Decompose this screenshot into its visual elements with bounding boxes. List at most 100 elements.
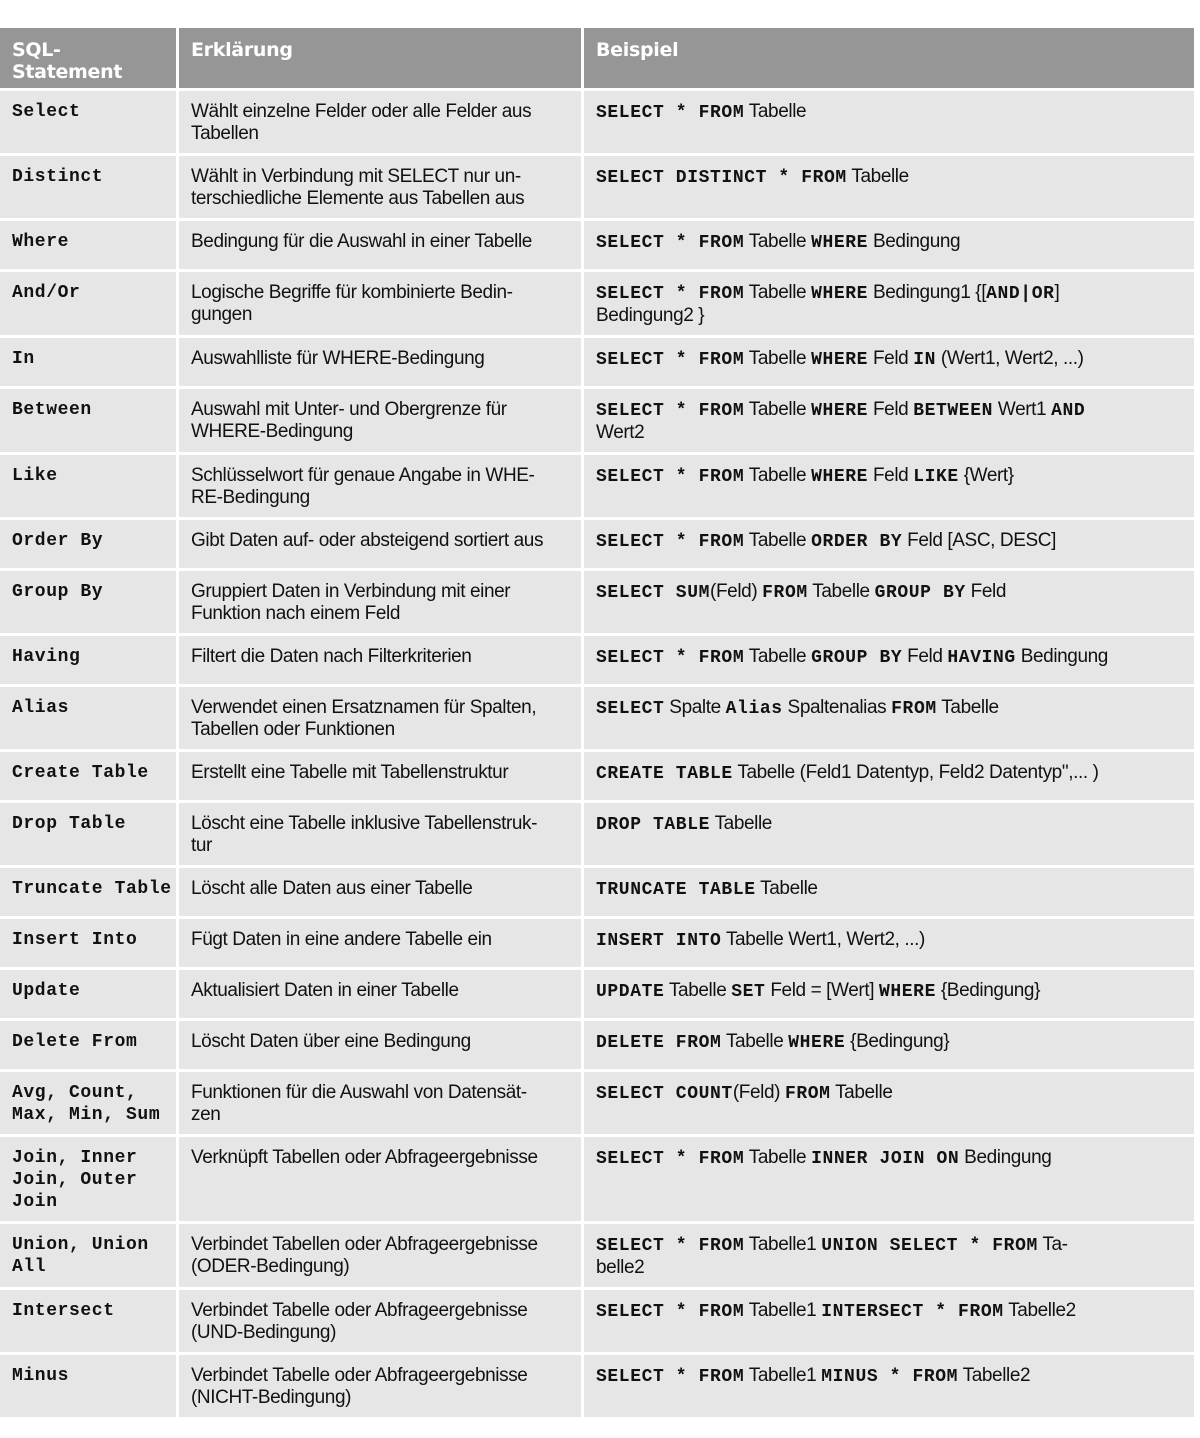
example-cell: SELECT * FROM Tabelle WHERE Feld IN (Wer… <box>584 338 1194 386</box>
explanation-cell: Verbindet Tabellen oder Abfrageergebniss… <box>179 1224 581 1287</box>
example-text: Bedingung <box>959 1147 1052 1168</box>
example-keyword: WHERE <box>811 233 869 253</box>
example-cell: SELECT * FROM Tabelle WHERE Bedingung1 {… <box>584 272 1194 335</box>
header-beispiel: Beispiel <box>584 28 1194 88</box>
explanation-cell: Aktualisiert Daten in einer Tabelle <box>179 970 581 1018</box>
table-row: Select Wählt einzelne Felder oder alle Fe… <box>0 91 1194 153</box>
example-text: Bedingung <box>1015 646 1109 667</box>
table-row: And/Or Logische Begriffe für kombinierte … <box>0 272 1194 335</box>
example-text: Tabelle <box>807 581 875 602</box>
statement-cell: Update <box>0 970 176 1018</box>
statement-cell: Where <box>0 221 176 269</box>
explanation-cell: Verbindet Tabelle oder Abfrageergebnisse… <box>179 1290 581 1352</box>
example-text: Wert2 <box>596 422 645 443</box>
example-cell: SELECT COUNT(Feld) FROM Tabelle <box>584 1072 1194 1134</box>
table-row: Update Aktualisiert Daten in einer Tabell… <box>0 970 1194 1018</box>
example-keyword: WHERE <box>811 401 869 421</box>
example-keyword: FROM <box>762 583 808 603</box>
example-keyword: SELECT * FROM <box>596 350 745 370</box>
table-row: Where Bedingung für die Auswahl in einer … <box>0 221 1194 269</box>
example-keyword: SELECT * FROM <box>596 532 745 552</box>
statement-cell: Alias <box>0 687 176 749</box>
example-text: Tabelle <box>710 813 773 834</box>
explanation-cell: Filtert die Daten nach Filterkriterien <box>179 636 581 684</box>
statement-cell: Order By <box>0 520 176 568</box>
example-text: Bedingung <box>868 231 961 252</box>
header-erklaerung: Erklärung <box>179 28 581 88</box>
example-keyword: SELECT COUNT <box>596 1084 733 1104</box>
example-cell: SELECT * FROM Tabelle <box>584 91 1194 153</box>
example-text: Feld <box>868 399 914 420</box>
example-keyword: GROUP BY <box>874 583 966 603</box>
table-row: In Auswahlliste für WHERE-Bedingung SELECT… <box>0 338 1194 386</box>
example-cell: SELECT * FROM Tabelle1 MINUS * FROM Tabe… <box>584 1355 1194 1417</box>
example-text: Tabelle <box>744 465 812 486</box>
example-keyword: SELECT * FROM <box>596 1149 745 1169</box>
example-text: Tabelle <box>744 101 807 122</box>
example-keyword: Alias <box>725 699 783 719</box>
example-cell: SELECT * FROM Tabelle INNER JOIN ON Bedi… <box>584 1137 1194 1221</box>
example-keyword: SELECT * FROM <box>596 401 745 421</box>
example-text: {Bedingung} <box>845 1031 950 1052</box>
statement-cell: And/Or <box>0 272 176 335</box>
example-keyword: SELECT * FROM <box>596 467 745 487</box>
example-keyword: DROP TABLE <box>596 815 711 835</box>
example-keyword: SELECT * FROM <box>596 284 745 304</box>
example-text: Tabelle <box>744 646 812 667</box>
example-keyword: IN <box>913 350 937 370</box>
statement-cell: Delete From <box>0 1021 176 1069</box>
example-cell: SELECT * FROM Tabelle WHERE Feld LIKE {W… <box>584 455 1194 517</box>
example-cell: SELECT * FROM Tabelle WHERE Bedingung <box>584 221 1194 269</box>
example-keyword: SELECT * FROM <box>596 1367 745 1387</box>
example-keyword: SELECT * FROM <box>596 1236 745 1256</box>
example-keyword: SET <box>731 982 766 1002</box>
explanation-cell: Auswahlliste für WHERE-Bedingung <box>179 338 581 386</box>
statement-cell: Truncate Table <box>0 868 176 916</box>
explanation-cell: Löscht eine Tabelle inklusive Tabellenst… <box>179 803 581 865</box>
example-cell: TRUNCATE TABLE Tabelle <box>584 868 1194 916</box>
example-text: Tabelle <box>744 530 812 551</box>
example-cell: SELECT SUM(Feld) FROM Tabelle GROUP BY F… <box>584 571 1194 633</box>
table-row: Delete From Löscht Daten über eine Beding… <box>0 1021 1194 1069</box>
example-cell: SELECT DISTINCT * FROM Tabelle <box>584 156 1194 218</box>
example-keyword: WHERE <box>788 1033 846 1053</box>
example-text: Feld <box>868 348 914 369</box>
example-text: Tabelle <box>744 348 812 369</box>
example-cell: DELETE FROM Tabelle WHERE {Bedingung} <box>584 1021 1194 1069</box>
example-text: Tabelle2 <box>958 1365 1031 1386</box>
example-keyword: UNION SELECT * FROM <box>821 1236 1038 1256</box>
table-row: Like Schlüsselwort für genaue Angabe in W… <box>0 455 1194 517</box>
header-row: SQL-Statement Erklärung Beispiel <box>0 28 1194 88</box>
example-keyword: WHERE <box>811 467 869 487</box>
example-text: Feld [ASC, DESC] <box>902 530 1056 551</box>
example-text: Tabelle <box>936 697 999 718</box>
example-text: Tabelle <box>721 1031 789 1052</box>
example-text: Tabelle <box>744 282 812 303</box>
example-text: Tabelle <box>664 980 732 1001</box>
example-text: (Wert1, Wert2, ...) <box>936 348 1084 369</box>
example-keyword: GROUP BY <box>811 648 903 668</box>
example-cell: SELECT * FROM Tabelle GROUP BY Feld HAVI… <box>584 636 1194 684</box>
explanation-cell: Verwendet einen Ersatznamen für Spalten,… <box>179 687 581 749</box>
example-text: Tabelle1 <box>744 1234 822 1255</box>
example-cell: CREATE TABLE Tabelle (Feld1 Datentyp, Fe… <box>584 752 1194 800</box>
explanation-cell: Fügt Daten in eine andere Tabelle ein <box>179 919 581 967</box>
table-row: Minus Verbindet Tabelle oder Abfrageergeb… <box>0 1355 1194 1417</box>
example-text: Tabelle <box>744 231 812 252</box>
statement-cell: Distinct <box>0 156 176 218</box>
table-row: Drop Table Löscht eine Tabelle inklusive … <box>0 803 1194 865</box>
example-keyword: WHERE <box>811 350 869 370</box>
example-text: Feld = [Wert] <box>765 980 879 1001</box>
table-row: Having Filtert die Daten nach Filterkrite… <box>0 636 1194 684</box>
explanation-cell: Wählt einzelne Felder oder alle Felder a… <box>179 91 581 153</box>
example-cell: INSERT INTO Tabelle Wert1, Wert2, ...) <box>584 919 1194 967</box>
example-text: Tabelle <box>744 399 812 420</box>
example-text: Feld <box>965 581 1007 602</box>
example-text: Tabelle Wert1, Wert2, ...) <box>721 929 925 950</box>
explanation-cell: Verbindet Tabelle oder Abfrageergebnisse… <box>179 1355 581 1417</box>
table-row: Group By Gruppiert Daten in Verbindung mi… <box>0 571 1194 633</box>
example-text: Wert1 <box>993 399 1052 420</box>
explanation-cell: Bedingung für die Auswahl in einer Tabel… <box>179 221 581 269</box>
example-text: Tabelle1 <box>744 1365 822 1386</box>
example-keyword: MINUS * FROM <box>821 1367 959 1387</box>
